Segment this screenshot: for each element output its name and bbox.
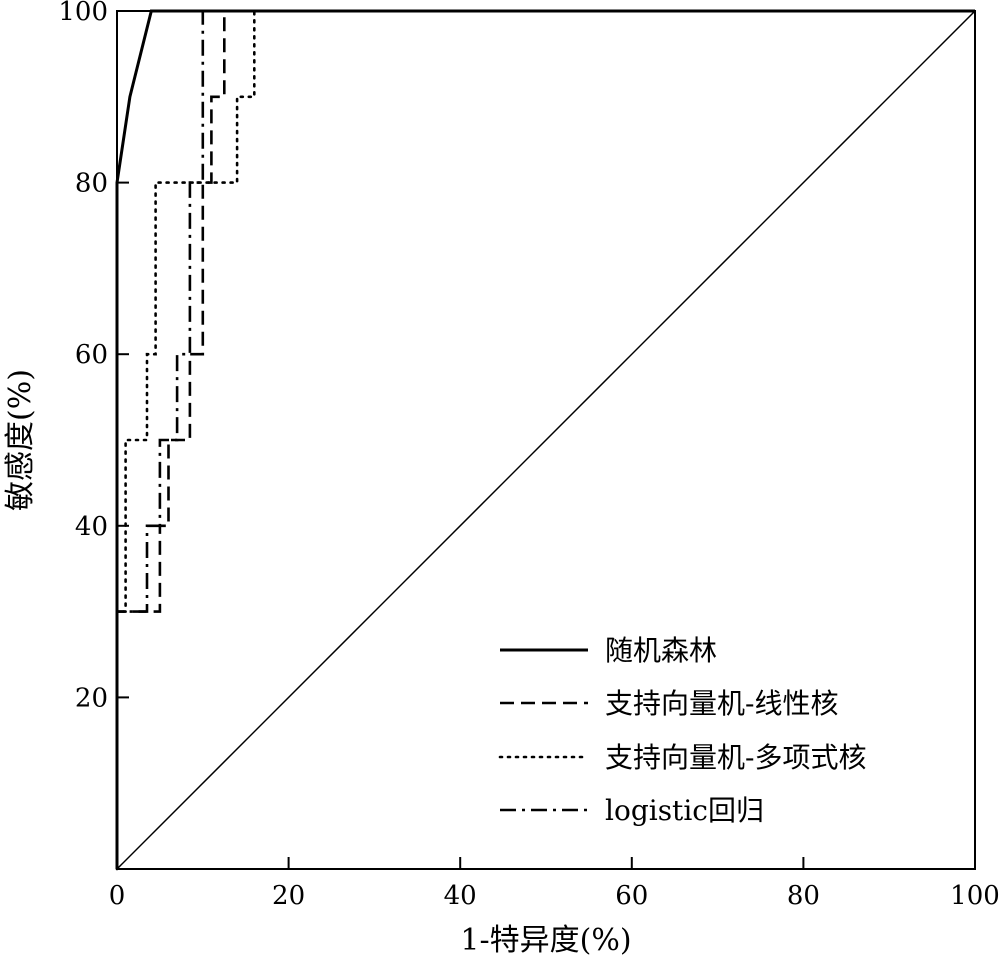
x-tick-label-100: 100 bbox=[950, 881, 1000, 911]
y-tick-label-20: 20 bbox=[75, 683, 108, 713]
series-2-legend-label: 支持向量机-线性核 bbox=[605, 687, 838, 720]
x-tick-label-0: 0 bbox=[109, 881, 126, 911]
series-4-legend-label: logistic回归 bbox=[605, 794, 764, 827]
x-tick-label-20: 20 bbox=[272, 881, 305, 911]
series-3-line bbox=[115, 9, 977, 871]
y-tick-label-80: 80 bbox=[75, 169, 108, 199]
x-axis-title: 1-特异度(%) bbox=[460, 923, 631, 958]
tick-layer: 0 20 40 60 80 100 20 40 60 80 100 bbox=[58, 0, 999, 911]
series-3-legend-label: 支持向量机-多项式核 bbox=[605, 741, 866, 774]
series-2-line bbox=[115, 9, 975, 869]
series-4-line bbox=[115, 9, 975, 869]
y-tick-label-40: 40 bbox=[75, 512, 108, 542]
reference-diagonal-line bbox=[116, 10, 976, 870]
y-axis-title: 敏感度(%) bbox=[3, 369, 38, 511]
plot-layer bbox=[115, 9, 977, 871]
y-tick-label-100: 100 bbox=[58, 0, 108, 27]
y-tick-label-60: 60 bbox=[75, 340, 108, 370]
x-tick-label-80: 80 bbox=[787, 881, 820, 911]
x-tick-label-60: 60 bbox=[615, 881, 648, 911]
series-1-legend-label: 随机森林 bbox=[605, 634, 717, 667]
x-tick-label-40: 40 bbox=[444, 881, 477, 911]
